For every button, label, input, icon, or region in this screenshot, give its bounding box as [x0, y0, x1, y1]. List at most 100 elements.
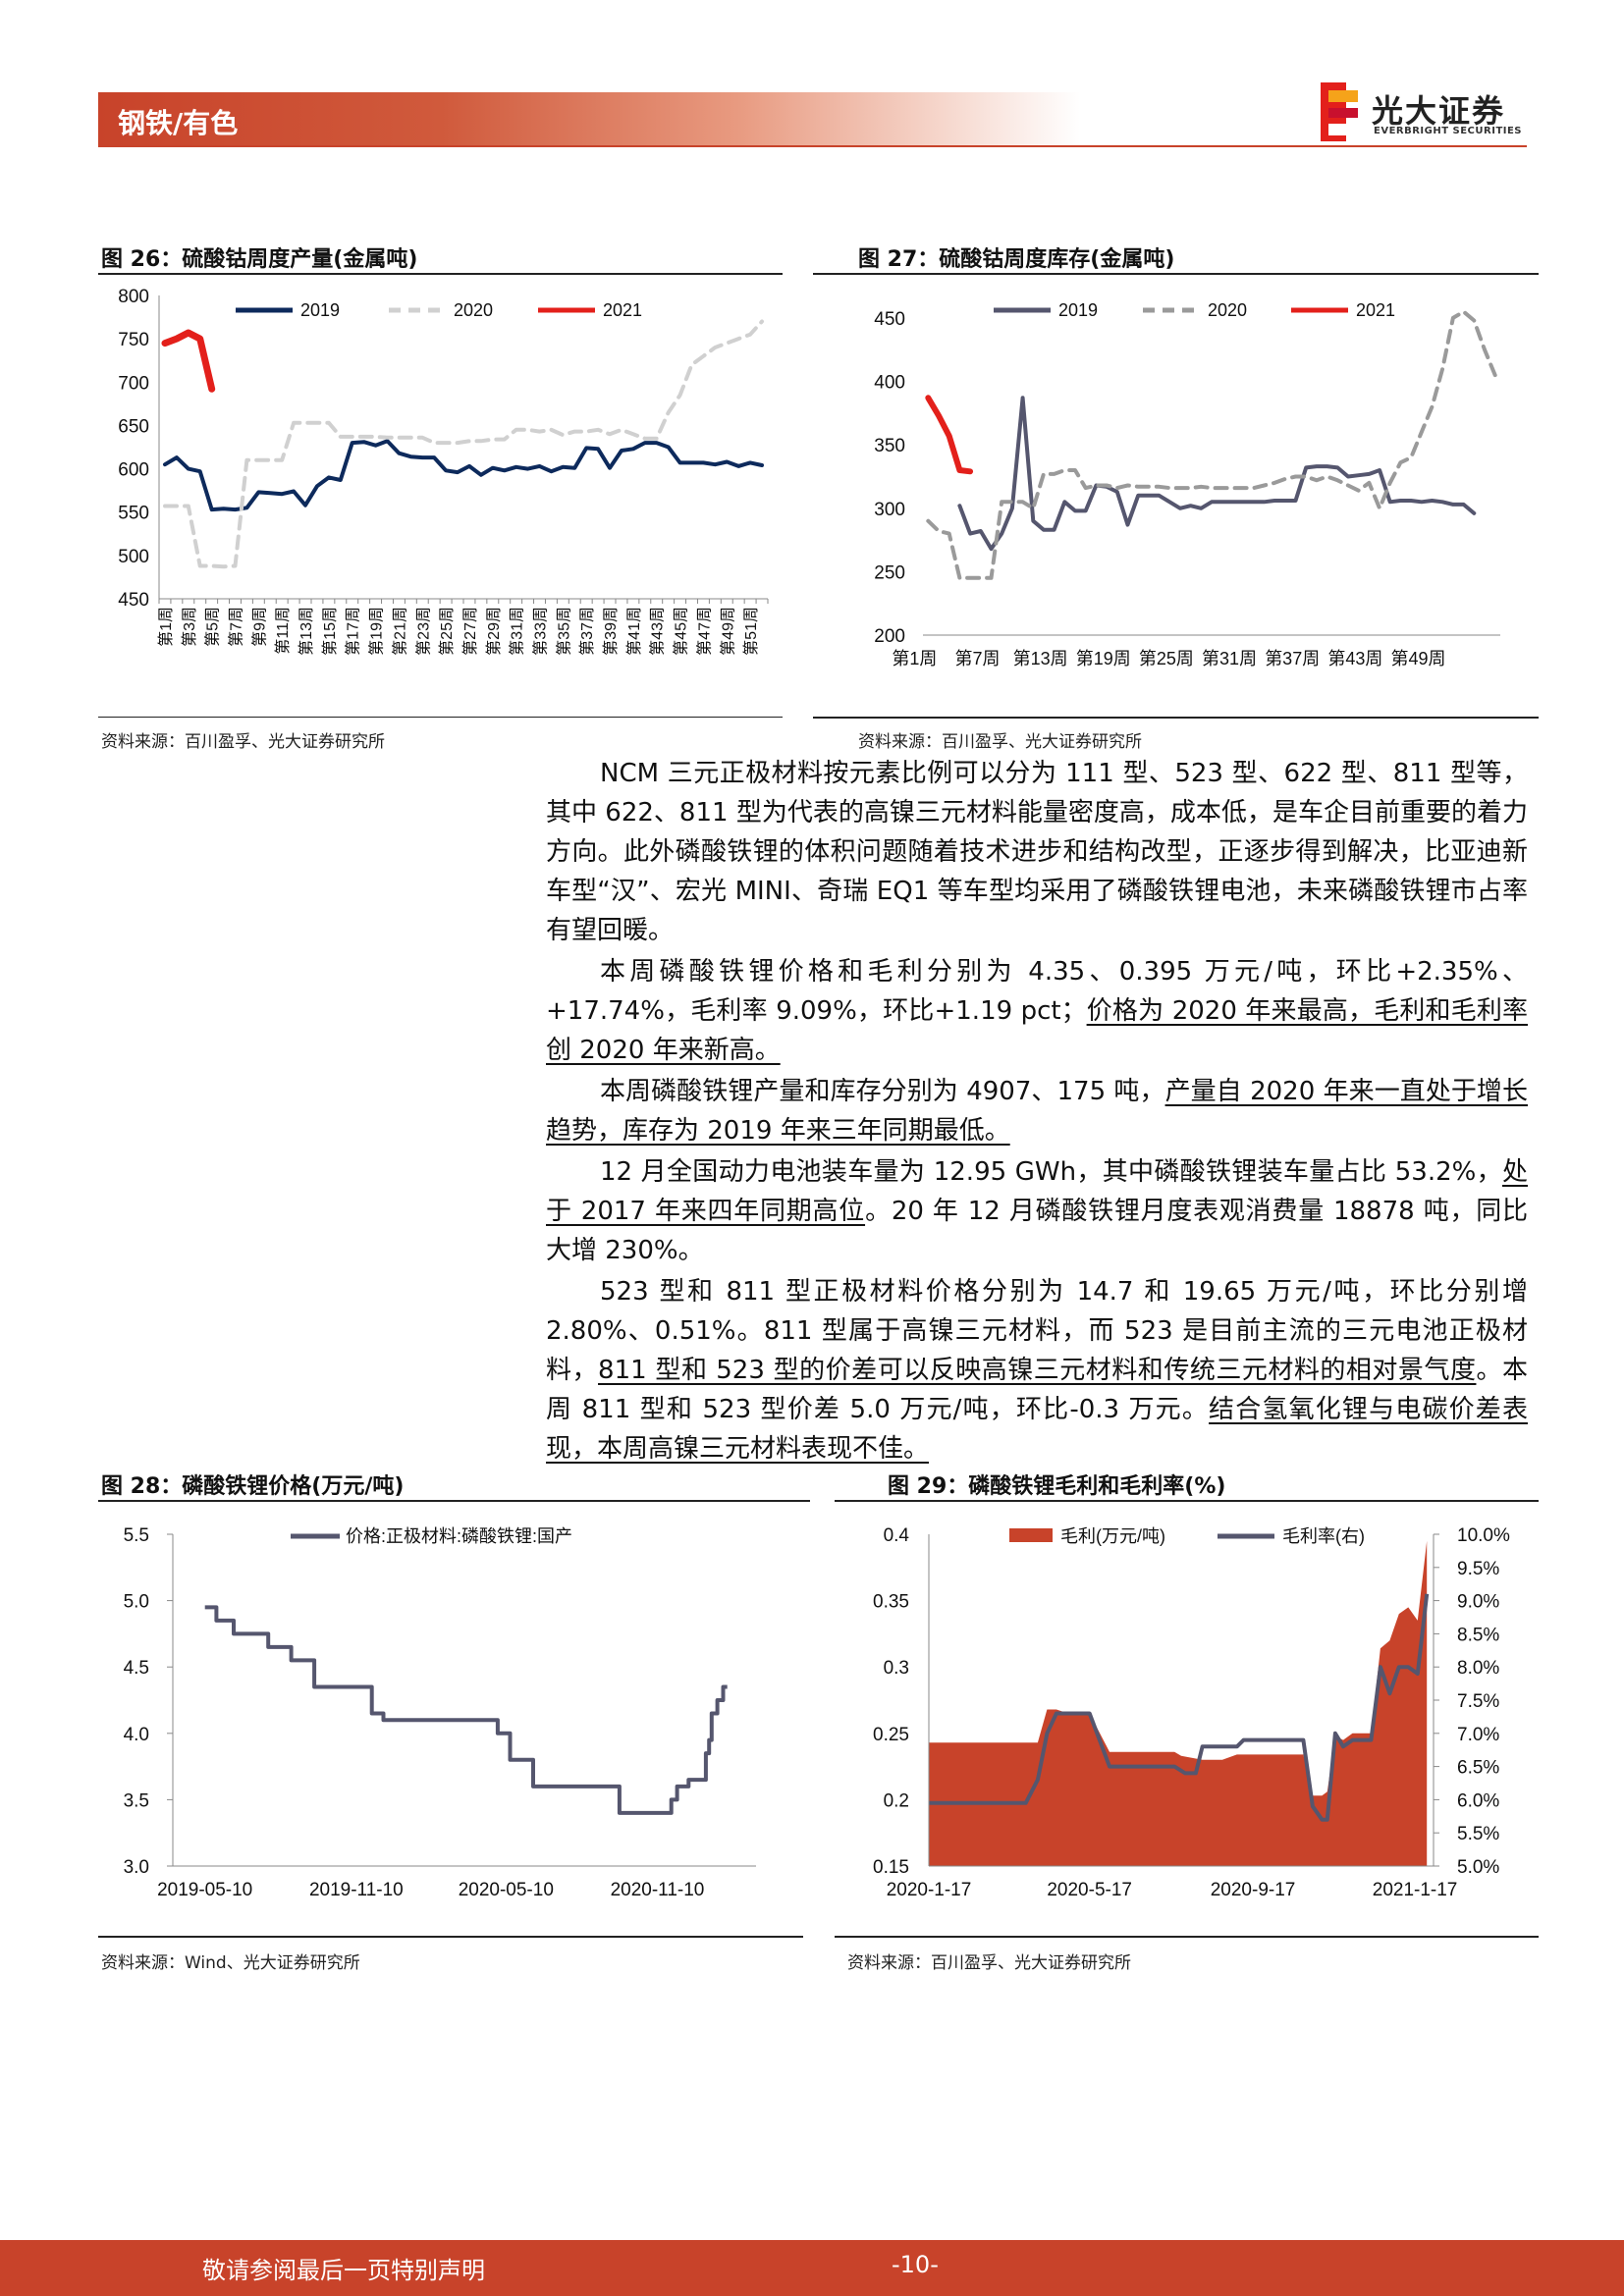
- y-left-tick-label: 0.25: [873, 1725, 909, 1745]
- legend-label: 2019: [300, 300, 340, 320]
- y-tick-label: 5.0: [124, 1592, 149, 1613]
- x-tick-label: 2020-11-10: [611, 1880, 705, 1900]
- fig28-title: 图 28：磷酸铁锂价格(万元/吨): [101, 1474, 405, 1499]
- page-number: -10-: [892, 2251, 939, 2278]
- header-rule: [98, 145, 1527, 147]
- logo-text-cn: 光大证券: [1372, 92, 1506, 130]
- fig27-top-rule: [813, 273, 1539, 275]
- x-tick-label: 第49周: [719, 607, 736, 656]
- fig27-bottom-rule: [813, 717, 1539, 719]
- y-tick-label: 250: [874, 562, 905, 583]
- x-tick-label: 2020-5-17: [1047, 1880, 1132, 1900]
- x-tick-label: 2019-11-10: [309, 1880, 404, 1900]
- y-right-tick-label: 6.5%: [1457, 1758, 1499, 1779]
- y-tick-label: 300: [874, 500, 905, 520]
- x-tick-label: 第1周: [157, 607, 175, 647]
- section-title: 钢铁/有色: [118, 107, 239, 139]
- legend-label: 2020: [454, 300, 493, 320]
- fig29-source: 资料来源：百川盈孚、光大证券研究所: [847, 1953, 1131, 1973]
- series-line-2019: [957, 396, 1477, 552]
- x-tick-label: 第19周: [1076, 649, 1131, 668]
- x-tick-label: 第41周: [625, 607, 643, 656]
- x-tick-label: 第27周: [461, 607, 479, 656]
- x-tick-label: 第7周: [954, 649, 1000, 668]
- logo-mark-icon: [1321, 82, 1358, 141]
- y-tick-label: 600: [118, 460, 149, 481]
- y-tick-label: 550: [118, 504, 149, 524]
- legend-label: 价格:正极材料:磷酸铁锂:国产: [346, 1526, 572, 1546]
- fig27-chart: 200 250 300 350 400 450 第1周 第7周 第13周 第19周 第25周 第31周…: [874, 300, 1500, 668]
- x-tick-label: 第23周: [414, 607, 432, 656]
- x-tick-label: 第19周: [368, 607, 386, 656]
- y-right-tick-label: 9.5%: [1457, 1559, 1499, 1579]
- y-right-tick-label: 9.0%: [1457, 1592, 1499, 1613]
- paragraph-3-text: 本周磷酸铁锂产量和库存分别为 4907、175 吨，: [600, 1077, 1165, 1106]
- series-area-gross-profit: [929, 1540, 1428, 1866]
- fig27-title: 图 27：硫酸钴周度库存(金属吨): [858, 247, 1175, 272]
- x-tick-label: 2021-1-17: [1373, 1880, 1458, 1900]
- paragraph-3: 本周磷酸铁锂产量和库存分别为 4907、175 吨，产量自 2020 年来一直处…: [546, 1072, 1528, 1150]
- legend-label: 2021: [603, 300, 642, 320]
- y-left-tick-label: 0.4: [884, 1525, 910, 1546]
- series-line-2019: [163, 439, 764, 512]
- paragraph-1: NCM 三元正极材料按元素比例可以分为 111 型、523 型、622 型、81…: [546, 754, 1528, 950]
- fig26-chart: 450500550600650700750800第1周 第3周 第5周 第7周 第9周第…: [118, 287, 769, 656]
- y-tick-label: 200: [874, 626, 905, 647]
- fig29-title: 图 29：磷酸铁锂毛利和毛利率(%): [888, 1474, 1226, 1499]
- x-tick-label: 第45周: [673, 607, 690, 656]
- x-tick-label: 第3周: [181, 607, 198, 647]
- y-left-tick-label: 0.2: [884, 1790, 909, 1811]
- y-tick-label: 700: [118, 373, 149, 394]
- y-tick-label: 450: [118, 590, 149, 611]
- legend-label: 2021: [1356, 300, 1395, 320]
- legend-label: 2020: [1208, 300, 1247, 320]
- y-right-tick-label: 5.0%: [1457, 1857, 1499, 1878]
- paragraph-2: 本周磷酸铁锂价格和毛利分别为 4.35、0.395 万元/吨，环比+2.35%、…: [546, 952, 1528, 1070]
- x-tick-label: 第15周: [321, 607, 339, 656]
- paragraph-4-text-2: 。20 年 12 月磷酸铁锂月度表观消费量 18878 吨，同比大增 230%。: [546, 1197, 1528, 1265]
- paragraph-2-highlight: 价格为 2020 年来最高，毛利和毛利率创 2020 年来新高。: [546, 996, 1529, 1065]
- y-tick-label: 450: [874, 309, 905, 330]
- y-right-tick-label: 10.0%: [1457, 1525, 1510, 1546]
- y-tick-label: 5.5: [124, 1525, 149, 1546]
- x-tick-label: 第7周: [228, 607, 245, 647]
- y-tick-label: 500: [118, 547, 149, 567]
- x-tick-label: 2020-9-17: [1211, 1880, 1296, 1900]
- fig29-bottom-rule: [835, 1936, 1539, 1938]
- y-tick-label: 400: [874, 373, 905, 394]
- x-tick-label: 第11周: [274, 607, 292, 655]
- x-tick-label: 第47周: [695, 607, 713, 656]
- paragraph-1-text: NCM 三元正极材料按元素比例可以分为 111 型、523 型、622 型、81…: [546, 759, 1528, 945]
- paragraph-4-text: 12 月全国动力电池装车量为 12.95 GWh，其中磷酸铁锂装车量占比 53.…: [600, 1157, 1502, 1187]
- legend-label: 毛利率(右): [1282, 1526, 1365, 1546]
- x-tick-label: 第35周: [555, 607, 572, 656]
- y-tick-label: 350: [874, 436, 905, 456]
- y-left-tick-label: 0.15: [873, 1857, 909, 1878]
- footer-bar: 敬请参阅最后一页特别声明 -10-: [0, 2240, 1624, 2296]
- legend-label: 毛利(万元/吨): [1060, 1526, 1165, 1546]
- fig26-top-rule: [98, 273, 783, 275]
- paragraph-5-highlight-2: 结合氢氧化锂与电碳价差表现，本周高镍三元材料表现不佳。: [546, 1395, 1528, 1464]
- x-tick-label: 第13周: [298, 607, 315, 656]
- legend-label: 2019: [1058, 300, 1098, 320]
- header-band: [98, 92, 1080, 145]
- x-tick-label: 第51周: [742, 607, 760, 656]
- fig26-bottom-rule: [98, 717, 783, 718]
- x-tick-label: 2020-1-17: [887, 1880, 972, 1900]
- paragraph-5-text-2: 。本周 811 型和 523 型价差 5.0 万元/吨，环比-0.3 万元。: [546, 1356, 1528, 1424]
- fig26-title: 图 26：硫酸钴周度产量(金属吨): [101, 247, 418, 272]
- paragraph-4-highlight: 处于 2017 年来四年同期高位: [546, 1157, 1528, 1226]
- series-line-margin: [929, 1593, 1430, 1822]
- x-tick-label: 第25周: [438, 607, 456, 656]
- brand-logo: 光大证券 EVERBRIGHT SECURITIES: [1321, 80, 1537, 143]
- fig27-source: 资料来源：百川盈孚、光大证券研究所: [858, 732, 1142, 752]
- y-tick-label: 4.5: [124, 1658, 149, 1679]
- fig26-source: 资料来源：百川盈孚、光大证券研究所: [101, 732, 385, 752]
- y-right-tick-label: 8.0%: [1457, 1658, 1499, 1679]
- fig28-bottom-rule: [98, 1936, 803, 1938]
- paragraph-4: 12 月全国动力电池装车量为 12.95 GWh，其中磷酸铁锂装车量占比 53.…: [546, 1152, 1528, 1270]
- x-tick-label: 第29周: [485, 607, 503, 656]
- fig28-source: 资料来源：Wind、光大证券研究所: [101, 1953, 360, 1973]
- series-line-2021: [925, 395, 974, 475]
- x-tick-label: 2019-05-10: [157, 1880, 252, 1900]
